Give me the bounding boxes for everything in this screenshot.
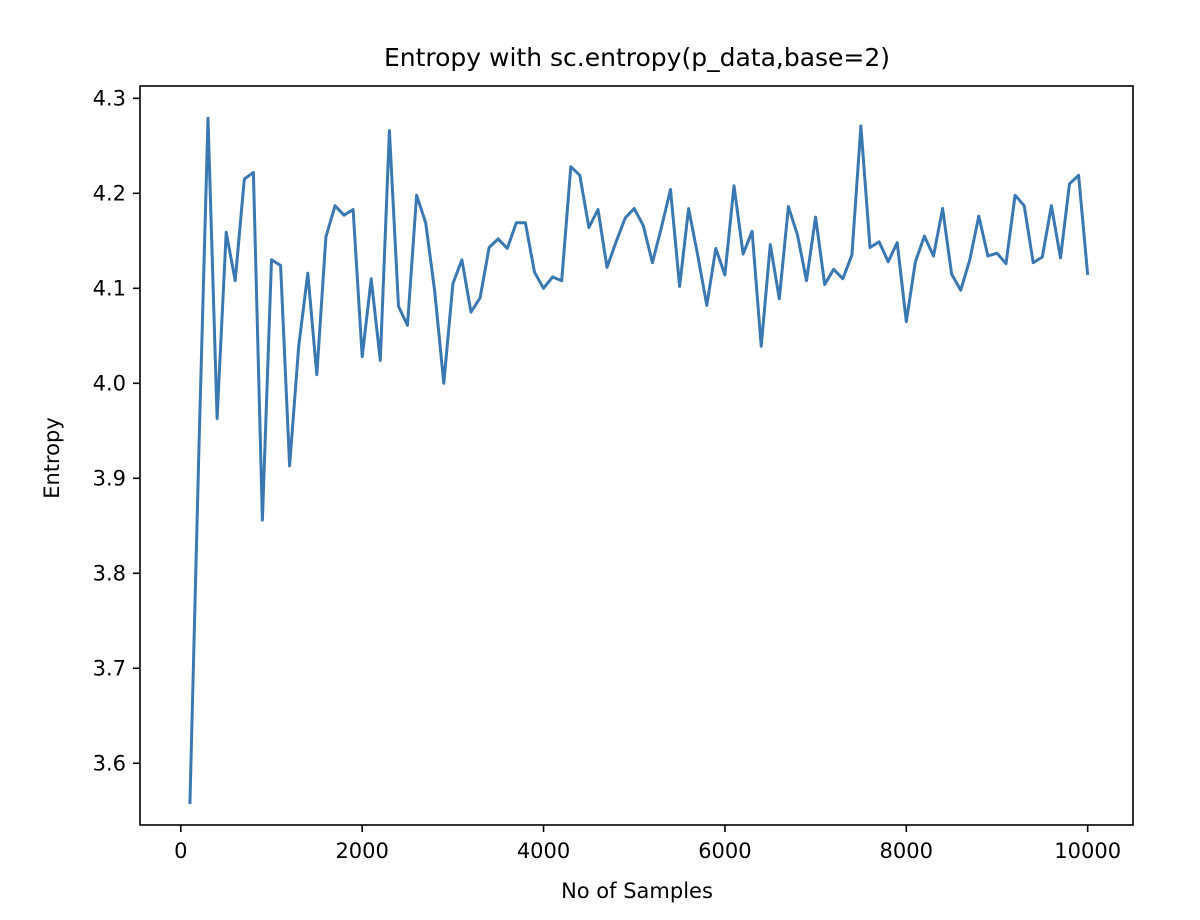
y-tick-label: 3.9 [93, 466, 126, 490]
x-axis-title: No of Samples [561, 879, 713, 903]
chart-title: Entropy with sc.entropy(p_data,base=2) [384, 43, 890, 72]
y-tick-label: 4.1 [93, 276, 126, 300]
x-tick-label: 2000 [335, 839, 388, 863]
x-tick-label: 0 [174, 839, 187, 863]
x-tick-label: 4000 [517, 839, 570, 863]
y-tick-label: 4.3 [93, 86, 126, 110]
x-tick-label: 8000 [880, 839, 933, 863]
y-axis: 3.6 3.7 3.8 3.9 4.0 4.1 4.2 4.3 [93, 86, 140, 775]
plot-area [139, 85, 1134, 826]
y-axis-title: Entropy [40, 417, 64, 499]
y-tick-label: 4.0 [93, 371, 126, 395]
series-line-0 [188, 116, 1090, 805]
x-tick-label: 6000 [698, 839, 751, 863]
x-tick-label: 10000 [1054, 839, 1121, 863]
y-tick-label: 3.8 [93, 561, 126, 585]
y-tick-label: 3.7 [93, 656, 126, 680]
plot-background [140, 86, 1133, 825]
y-tick-label: 3.6 [93, 751, 126, 775]
x-axis: 0 2000 4000 6000 8000 10000 [174, 825, 1121, 863]
y-tick-label: 4.2 [93, 181, 126, 205]
plot-frame [139, 85, 1134, 826]
